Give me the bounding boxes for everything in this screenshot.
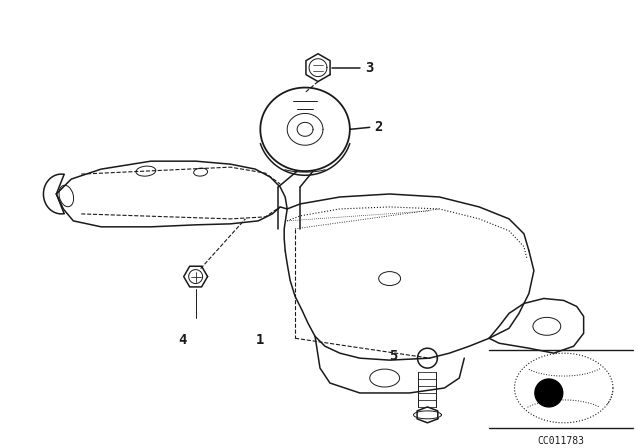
Text: 5: 5 [389,349,397,363]
Text: 2: 2 [374,121,383,134]
Text: CC011783: CC011783 [537,436,584,446]
Text: 4: 4 [179,333,187,347]
Circle shape [535,379,563,407]
Text: 1: 1 [256,333,264,347]
Text: 3: 3 [365,60,373,75]
